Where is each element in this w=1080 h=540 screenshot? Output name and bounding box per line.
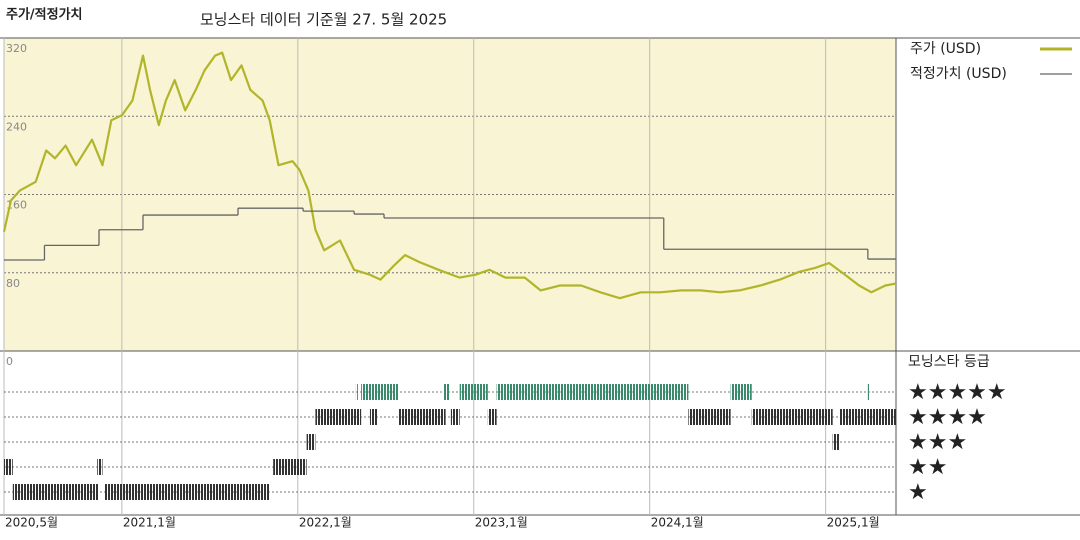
rating-bar bbox=[459, 384, 488, 400]
rating-bar bbox=[450, 409, 460, 425]
rating-bar bbox=[355, 384, 358, 400]
rating-bar bbox=[730, 384, 752, 400]
rating-bar bbox=[12, 484, 100, 500]
rating-bar bbox=[839, 409, 896, 425]
rating-label: ★★★★★ bbox=[908, 380, 1007, 405]
rating-bar bbox=[315, 409, 362, 425]
rating-bar bbox=[306, 434, 316, 450]
price-line bbox=[2, 51, 897, 300]
rating-bar bbox=[496, 384, 689, 400]
rating-title: 모닝스타 등급 bbox=[908, 354, 990, 370]
x-tick-label: 2020,5월 bbox=[5, 516, 58, 530]
x-tick-label: 2023,1월 bbox=[475, 516, 528, 530]
y-tick-label: 320 bbox=[6, 42, 27, 55]
y-tick-label: 80 bbox=[6, 277, 20, 290]
rating-bar bbox=[361, 384, 399, 400]
x-tick-label: 2021,1월 bbox=[123, 516, 176, 530]
rating-bar bbox=[369, 409, 377, 425]
rating-bar bbox=[751, 409, 833, 425]
x-tick-label: 2025,1월 bbox=[827, 516, 880, 530]
rating-bar bbox=[443, 384, 450, 400]
y-tick-label: 240 bbox=[6, 120, 27, 133]
rating-bar bbox=[867, 384, 870, 400]
legend-label: 적정가치 (USD) bbox=[910, 66, 1007, 82]
y-tick-label: 0 bbox=[6, 355, 13, 368]
rating-bar bbox=[104, 484, 270, 500]
legend-label: 주가 (USD) bbox=[910, 41, 981, 57]
x-tick-label: 2024,1월 bbox=[651, 516, 704, 530]
rating-bar bbox=[487, 409, 497, 425]
rating-label: ★ bbox=[908, 480, 928, 505]
rating-bar bbox=[398, 409, 446, 425]
rating-bar bbox=[97, 459, 103, 475]
chart-subtitle: 모닝스타 데이터 기준월 27. 5월 2025 bbox=[200, 11, 447, 29]
x-tick-label: 2022,1월 bbox=[299, 516, 352, 530]
chart-title: 주가/적정가치 bbox=[6, 7, 83, 23]
rating-bar bbox=[4, 459, 13, 475]
rating-bar bbox=[273, 459, 307, 475]
rating-label: ★★ bbox=[908, 455, 947, 480]
rating-bar bbox=[832, 434, 840, 450]
rating-bar bbox=[688, 409, 731, 425]
rating-label: ★★★★ bbox=[908, 405, 987, 430]
rating-label: ★★★ bbox=[908, 430, 967, 455]
